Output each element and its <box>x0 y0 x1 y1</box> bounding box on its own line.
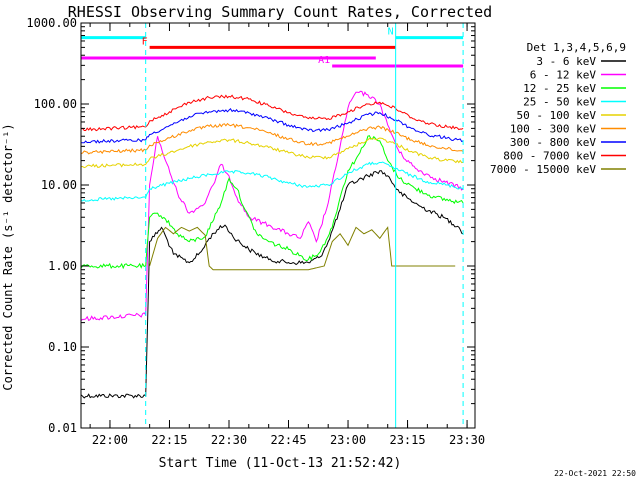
x-tick-label: 22:30 <box>211 433 247 447</box>
x-tick-label: 22:45 <box>270 433 306 447</box>
y-tick-label: 100.00 <box>34 97 77 111</box>
y-tick-label: 1.00 <box>48 259 77 273</box>
legend-entry-label: 50 - 100 keV <box>517 109 597 122</box>
legend-title: Det 1,3,4,5,6,9 <box>527 41 626 54</box>
y-tick-label: 10.00 <box>41 178 77 192</box>
y-tick-label: 1000.00 <box>26 16 77 30</box>
footer-timestamp: 22-Oct-2021 22:50 <box>554 469 636 478</box>
state-label: N <box>388 27 394 38</box>
legend-entry-label: 12 - 25 keV <box>523 82 596 95</box>
plot-area: NNFA0A1 <box>81 23 464 428</box>
state-label: A1 <box>318 55 330 66</box>
y-axis-label: Corrected Count Rate (s⁻¹ detector⁻¹) <box>1 123 15 390</box>
x-tick-label: 22:15 <box>151 433 187 447</box>
x-tick-label: 23:15 <box>389 433 425 447</box>
series-line <box>149 226 456 271</box>
series-line <box>81 135 464 270</box>
legend-entry-label: 7000 - 15000 keV <box>490 163 596 176</box>
x-axis-label: Start Time (11-Oct-13 21:52:42) <box>159 456 402 471</box>
series-line <box>81 94 464 132</box>
y-tick-label: 0.10 <box>48 340 77 354</box>
series-line <box>81 108 464 144</box>
x-tick-label: 22:00 <box>92 433 128 447</box>
legend-entry-label: 800 - 7000 keV <box>503 150 596 163</box>
plot-frame <box>80 22 476 429</box>
series-line <box>81 90 464 322</box>
axes: 0.01 0.10 1.00 10.00 100.00 1000.00 22:00 22:15… <box>26 16 485 447</box>
series-line <box>81 137 464 169</box>
chart-title: RHESSI Observing Summary Count Rates, Co… <box>68 3 492 21</box>
series-line <box>81 161 464 202</box>
legend-entry-label: 100 - 300 keV <box>510 123 596 136</box>
x-tick-label: 23:00 <box>330 433 366 447</box>
legend-entry-label: 3 - 6 keV <box>536 55 596 68</box>
series-line <box>81 122 464 155</box>
state-label: F <box>142 36 148 47</box>
series-line <box>81 170 464 399</box>
y-tick-label: 0.01 <box>48 421 77 435</box>
legend-entry-label: 25 - 50 keV <box>523 96 596 109</box>
legend-entry-label: 6 - 12 keV <box>530 69 597 82</box>
legend-entry-label: 300 - 800 keV <box>510 136 596 149</box>
x-tick-label: 23:30 <box>449 433 485 447</box>
